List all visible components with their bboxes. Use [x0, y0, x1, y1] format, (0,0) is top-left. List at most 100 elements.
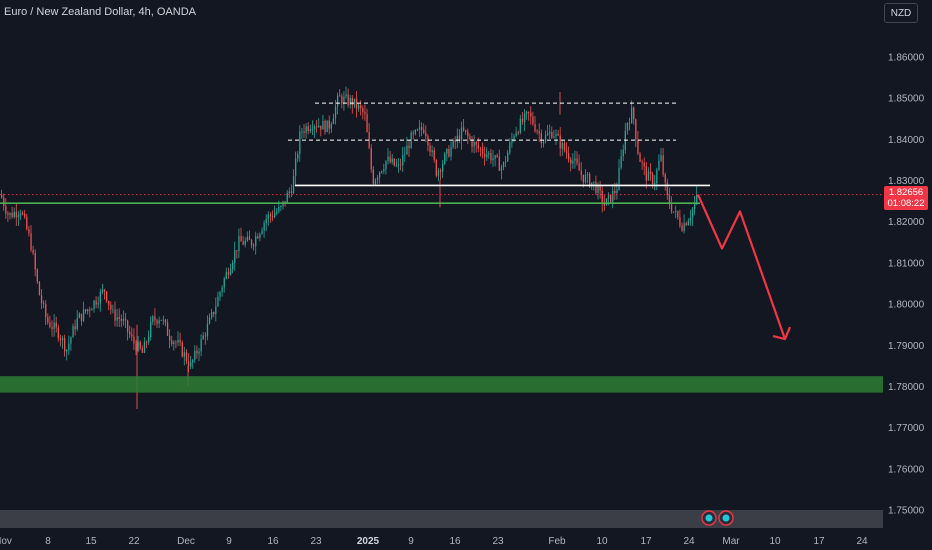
candle-body — [152, 316, 154, 322]
candle-body — [654, 183, 656, 184]
candle-body — [435, 159, 437, 176]
candle-body — [586, 174, 589, 176]
candle-body — [221, 287, 223, 292]
candle-body — [519, 118, 521, 133]
candle-body — [601, 190, 603, 204]
time-axis[interactable]: Nov 8 15 22 Dec 9 16 23 2025 9 16 23 Feb 10 17 24 Mar 10 1… — [0, 536, 868, 547]
candle-body — [26, 216, 28, 230]
candle-body — [570, 159, 572, 164]
candle-body — [368, 132, 370, 149]
candle-body — [515, 132, 517, 137]
candle-body — [253, 245, 255, 247]
candle-body — [164, 319, 167, 323]
candle-body — [206, 323, 209, 337]
candle-body — [616, 189, 618, 194]
candle-body — [559, 135, 561, 149]
candle-body — [599, 185, 601, 191]
candle-body — [223, 278, 225, 288]
candle-body — [17, 215, 20, 218]
candle-body — [129, 331, 131, 335]
candle-body — [393, 158, 395, 166]
event-icon-core — [705, 514, 713, 522]
candle-body — [494, 155, 496, 159]
candle-body — [64, 338, 66, 352]
candle-body — [74, 326, 76, 330]
candle-body — [202, 335, 204, 340]
candle-body — [34, 253, 36, 270]
candle-body — [610, 194, 612, 202]
candle-body — [582, 174, 584, 183]
candle-body — [5, 206, 7, 214]
candle-body — [169, 335, 171, 341]
candle-body — [248, 236, 251, 241]
candle-body — [603, 203, 605, 206]
candle-body — [183, 352, 185, 357]
candle-body — [605, 198, 608, 206]
candle-body — [234, 250, 236, 263]
candle-body — [521, 118, 524, 123]
time-axis-label: 16 — [449, 536, 461, 547]
candle-body — [284, 201, 286, 203]
current-price-value: 1.82656 — [888, 187, 924, 198]
candle-body — [187, 361, 190, 367]
candle-body — [87, 309, 89, 312]
candle-body — [82, 309, 85, 321]
time-axis-label: 24 — [856, 536, 868, 547]
candle-body — [416, 129, 419, 131]
time-axis-label: Mar — [722, 536, 740, 547]
currency-button[interactable]: NZD — [884, 3, 918, 23]
candle-body — [355, 98, 358, 109]
candle-body — [139, 341, 141, 349]
candle-body — [402, 155, 404, 166]
candle-body — [454, 139, 456, 142]
candle-body — [22, 213, 24, 215]
price-axis-label: 1.86000 — [888, 53, 925, 64]
candle-body — [452, 139, 454, 148]
candle-body — [154, 316, 156, 321]
candle-body — [427, 136, 429, 146]
candle-body — [635, 119, 637, 140]
candle-body — [112, 309, 114, 311]
candle-body — [295, 158, 297, 177]
price-axis[interactable]: 1.86000 1.85000 1.84000 1.83000 1.82000 1.810… — [888, 53, 925, 517]
candle-body — [645, 166, 647, 181]
candle-body — [658, 160, 660, 170]
candle-body — [30, 233, 32, 250]
candle-body — [276, 211, 278, 214]
candle-body — [656, 169, 658, 184]
candle-body — [526, 111, 528, 114]
candle-body — [349, 97, 351, 105]
candle-body — [460, 127, 463, 141]
candle-body — [614, 190, 616, 194]
candle-body — [324, 120, 326, 133]
candle-body — [580, 170, 582, 175]
candle-body — [190, 362, 192, 367]
time-axis-label: Dec — [177, 536, 195, 547]
candle-body — [339, 95, 341, 97]
candle-body — [437, 170, 440, 176]
candle-body — [362, 108, 364, 113]
candle-body — [320, 125, 322, 130]
candle-body — [547, 133, 549, 136]
candle-body — [43, 303, 45, 305]
candle-body — [505, 161, 507, 163]
candle-body — [433, 150, 435, 160]
time-axis-label: 16 — [267, 536, 279, 547]
candle-body — [334, 106, 337, 119]
candle-body — [456, 135, 458, 142]
candle-body — [299, 131, 301, 154]
candle-body — [192, 360, 194, 363]
candle-body — [7, 213, 9, 215]
candle-body — [687, 220, 689, 226]
candle-body — [677, 211, 679, 218]
candle-body — [664, 174, 666, 183]
candle-body — [379, 172, 381, 178]
event-icon-2 — [718, 510, 734, 526]
candle-body — [343, 96, 345, 104]
candle-body — [242, 241, 244, 245]
candle-body — [215, 306, 217, 315]
candle-body — [208, 317, 211, 324]
candle-body — [244, 240, 246, 245]
candle-body — [370, 148, 372, 170]
